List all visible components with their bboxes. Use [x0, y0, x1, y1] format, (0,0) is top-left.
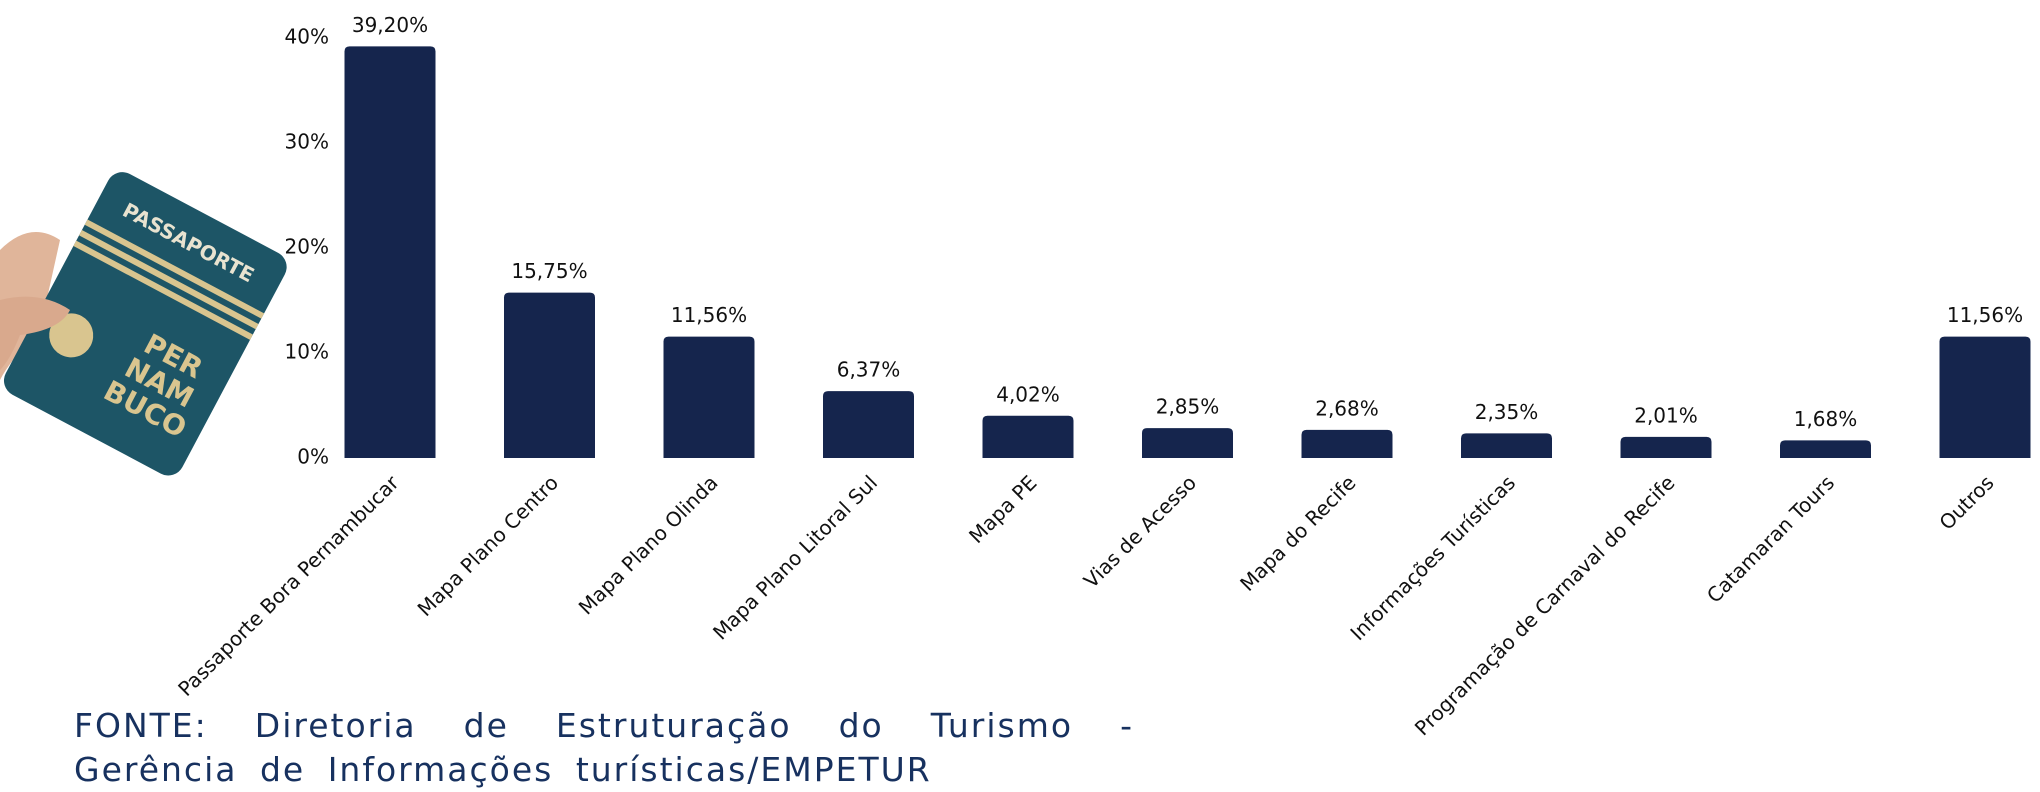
value-label: 2,01%	[1634, 403, 1698, 427]
x-tick-label: Mapa PE	[964, 471, 1041, 548]
value-label: 2,35%	[1475, 400, 1539, 424]
source-note: FONTE: Diretoria de Estruturação do Turi…	[74, 706, 1134, 789]
sun-emblem	[49, 313, 94, 358]
x-tick-label: Catamaran Tours	[1702, 471, 1839, 608]
bar	[982, 415, 1074, 458]
value-label: 39,20%	[352, 13, 428, 37]
bar	[1461, 433, 1552, 458]
passport-cover	[3, 172, 287, 476]
value-label: 2,68%	[1315, 396, 1379, 420]
value-label: 11,56%	[671, 303, 747, 327]
y-tick-label: 30%	[285, 130, 329, 154]
bar	[1620, 436, 1712, 458]
y-tick-label: 10%	[285, 340, 329, 364]
y-tick-label: 40%	[285, 25, 329, 49]
x-tick-label: Outros	[1934, 471, 1998, 535]
bar	[663, 336, 755, 458]
value-label: 4,02%	[996, 382, 1060, 406]
value-label: 15,75%	[511, 259, 587, 283]
stripe	[73, 240, 253, 340]
x-tick-label: Mapa Plano Litoral Sul	[708, 471, 882, 645]
x-tick-label: Passaporte Bora Pernambucar	[173, 470, 404, 701]
stripe	[79, 230, 259, 330]
value-label: 11,56%	[1947, 303, 2023, 327]
y-tick-label: 0%	[297, 445, 329, 469]
bar	[1939, 336, 2031, 458]
page: PASSAPORTE PER NAM BUCO 0% 10% 20% 30% 40% 39…	[0, 12, 2031, 789]
stripe	[84, 219, 265, 319]
bar	[1301, 429, 1393, 458]
x-tick-label: Vias de Acesso	[1079, 471, 1201, 593]
value-label: 6,37%	[837, 358, 901, 382]
x-tick-label: Mapa do Recife	[1235, 471, 1360, 596]
fingers	[0, 296, 70, 370]
bar	[344, 46, 436, 459]
bar	[1780, 440, 1871, 458]
value-label: 1,68%	[1794, 407, 1858, 431]
passport-illustration: PASSAPORTE PER NAM BUCO	[0, 172, 287, 476]
x-tick-label: Informações Turísticas	[1345, 471, 1520, 646]
x-tick-label: Mapa Plano Olinda	[574, 471, 723, 620]
bar	[1142, 428, 1233, 458]
x-tick-label: Mapa Plano Centro	[413, 471, 563, 621]
bar	[823, 391, 914, 458]
value-label: 2,85%	[1156, 395, 1220, 419]
bar	[504, 292, 595, 458]
y-tick-label: 20%	[285, 235, 329, 259]
x-tick-label: Programação de Carnaval do Recife	[1410, 471, 1680, 741]
chart: PASSAPORTE PER NAM BUCO 0% 10% 20% 30% 40% 39…	[0, 13, 2031, 741]
